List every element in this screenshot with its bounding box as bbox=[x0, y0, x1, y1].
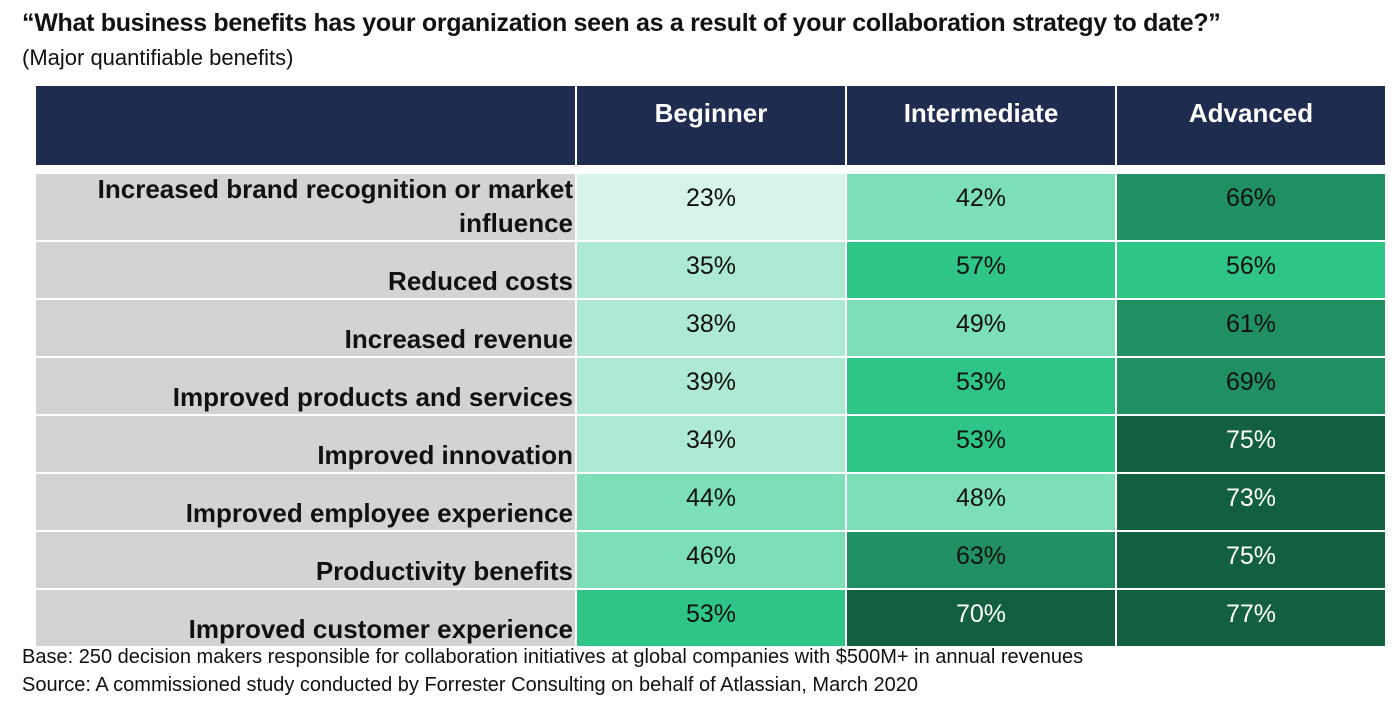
value-cell: 38% bbox=[577, 300, 845, 356]
value-cell: 44% bbox=[577, 474, 845, 530]
value-cell: 53% bbox=[577, 590, 845, 646]
column-header-intermediate: Intermediate bbox=[847, 86, 1115, 165]
value-cell: 23% bbox=[577, 174, 845, 240]
value-cell: 35% bbox=[577, 242, 845, 298]
row-label: Improved employee experience bbox=[36, 474, 575, 530]
row-label: Reduced costs bbox=[36, 242, 575, 298]
row-label-line: influence bbox=[458, 208, 573, 238]
value-cell: 63% bbox=[847, 532, 1115, 588]
value-cell: 75% bbox=[1117, 416, 1385, 472]
value-cell: 53% bbox=[847, 358, 1115, 414]
footer-base-note: Base: 250 decision makers responsible fo… bbox=[22, 646, 1084, 668]
row-label-line: Productivity benefits bbox=[315, 556, 573, 586]
value-cell: 34% bbox=[577, 416, 845, 472]
value-cell: 48% bbox=[847, 474, 1115, 530]
row-label-line: Improved products and services bbox=[172, 382, 573, 412]
column-header-beginner: Beginner bbox=[577, 86, 845, 165]
chart-subtitle: (Major quantifiable benefits) bbox=[22, 45, 294, 70]
header-corner bbox=[36, 86, 575, 165]
value-cell: 39% bbox=[577, 358, 845, 414]
row-label: Improved innovation bbox=[36, 416, 575, 472]
row-label-line: Reduced costs bbox=[388, 266, 573, 296]
row-label: Improved customer experience bbox=[36, 590, 575, 646]
row-label-text: Improved customer experience bbox=[189, 612, 573, 646]
row-label-text: Increased revenue bbox=[345, 322, 573, 356]
column-header-advanced: Advanced bbox=[1117, 86, 1385, 165]
value-cell: 73% bbox=[1117, 474, 1385, 530]
row-label-text: Improved innovation bbox=[317, 438, 573, 472]
row-label: Improved products and services bbox=[36, 358, 575, 414]
row-label-line: Improved customer experience bbox=[188, 614, 573, 644]
row-label-line: Increased revenue bbox=[344, 324, 573, 354]
benefits-table: Beginner Intermediate Advanced Increased br… bbox=[36, 86, 1388, 646]
value-cell: 61% bbox=[1117, 300, 1385, 356]
value-cell: 70% bbox=[847, 590, 1115, 646]
value-cell: 69% bbox=[1117, 358, 1385, 414]
value-cell: 77% bbox=[1117, 590, 1385, 646]
row-label-text: Reduced costs bbox=[388, 264, 573, 298]
value-cell: 56% bbox=[1117, 242, 1385, 298]
value-cell: 57% bbox=[847, 242, 1115, 298]
row-label: Increased revenue bbox=[36, 300, 575, 356]
row-label-text: Improved products and services bbox=[173, 380, 573, 414]
value-cell: 42% bbox=[847, 174, 1115, 240]
row-label: Increased brand recognition or market inf… bbox=[36, 174, 575, 240]
value-cell: 46% bbox=[577, 532, 845, 588]
value-cell: 75% bbox=[1117, 532, 1385, 588]
row-label-text: Productivity benefits bbox=[316, 554, 573, 588]
value-cell: 49% bbox=[847, 300, 1115, 356]
row-label-text: Increased brand recognition or market inf… bbox=[98, 172, 573, 240]
value-cell: 66% bbox=[1117, 174, 1385, 240]
footer-source-note: Source: A commissioned study conducted b… bbox=[22, 674, 919, 696]
row-label-line: Improved employee experience bbox=[185, 498, 573, 528]
row-label-line: Increased brand recognition or market bbox=[97, 174, 573, 204]
row-label-line: Improved innovation bbox=[317, 440, 573, 470]
chart-title: “What business benefits has your organiz… bbox=[22, 9, 1221, 37]
value-cell: 53% bbox=[847, 416, 1115, 472]
row-label: Productivity benefits bbox=[36, 532, 575, 588]
row-label-text: Improved employee experience bbox=[186, 496, 573, 530]
